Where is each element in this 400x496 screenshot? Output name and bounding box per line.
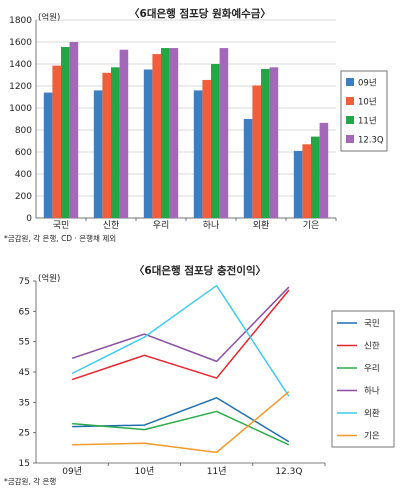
- bar: [269, 67, 279, 218]
- series-line: [72, 397, 290, 443]
- x-tick-label: 10년: [135, 466, 155, 477]
- bar: [202, 79, 211, 218]
- bar: [61, 46, 70, 219]
- bar: [219, 48, 229, 218]
- y-tick-label: 0: [26, 214, 32, 224]
- y-tick-label: 1200: [9, 82, 32, 92]
- y-tick-label: 65: [19, 307, 30, 317]
- x-tick-label: 12.3Q: [275, 467, 302, 477]
- series-line: [71, 286, 290, 363]
- y-tick-label: 1400: [9, 60, 32, 70]
- bar: [111, 67, 120, 218]
- legend-swatch: [346, 135, 354, 143]
- bar: [52, 65, 61, 219]
- bar-chart: 0 200 400 600 800 1000 1200 1400 1600 1800 국민 신한 우리 하…: [9, 16, 388, 231]
- legend-swatch: [346, 97, 354, 105]
- line-legend-box: [331, 310, 395, 448]
- legend-label: 신한: [364, 342, 380, 352]
- bar: [302, 144, 311, 218]
- legend-label: 09년: [358, 78, 377, 89]
- bar: [169, 48, 179, 218]
- legend-label: 국민: [364, 318, 380, 329]
- bar: [252, 85, 261, 218]
- bar: [93, 90, 103, 218]
- series-line: [72, 391, 290, 454]
- bar: [102, 72, 111, 218]
- x-tick-label: 신한: [103, 220, 120, 231]
- bar: [319, 122, 329, 218]
- bar: [311, 136, 320, 218]
- legend-label: 외환: [364, 408, 380, 419]
- x-tick-label: 11년: [207, 466, 227, 477]
- line-chart-title: 〈6대은행 점포당 충전이익〉: [134, 264, 266, 277]
- bar: [211, 64, 220, 218]
- series-line: [71, 289, 290, 381]
- series-line: [72, 410, 290, 446]
- bar-chart-title: 〈6대은행 점포당 원화예수금〉: [129, 7, 271, 20]
- y-tick-label: 55: [19, 338, 30, 348]
- y-tick-label: 75: [19, 277, 30, 287]
- bar-chart-unit: (억원): [38, 12, 60, 23]
- legend-label: 하나: [364, 386, 380, 397]
- y-tick-label: 45: [19, 368, 30, 378]
- y-tick-label: 25: [19, 429, 30, 439]
- bar: [152, 54, 161, 218]
- bar: [43, 92, 53, 218]
- bar: [161, 48, 170, 218]
- bar: [143, 69, 153, 218]
- y-tick-label: 200: [15, 192, 32, 202]
- y-tick-label: 800: [15, 126, 32, 136]
- y-tick-label: 400: [15, 170, 32, 180]
- y-tick-label: 15: [19, 459, 30, 469]
- line-chart-unit: (억원): [38, 273, 60, 284]
- x-tick-label: 외환: [253, 219, 270, 231]
- y-tick-label: 1800: [9, 16, 32, 26]
- legend-swatch: [346, 116, 354, 124]
- y-tick-label: 600: [15, 148, 32, 158]
- bar: [261, 68, 270, 218]
- legend-label: 11년: [358, 116, 377, 127]
- bar: [293, 150, 303, 218]
- legend-label: 12.3Q: [358, 136, 384, 146]
- series-line: [71, 284, 290, 397]
- y-tick-label: 35: [19, 398, 30, 408]
- x-tick-label: 우리: [153, 220, 170, 231]
- y-tick-label: 1000: [9, 104, 32, 114]
- bar: [69, 42, 79, 218]
- x-tick-label: 하나: [203, 220, 220, 231]
- y-tick-label: 1600: [9, 38, 32, 48]
- legend-label: 우리: [364, 364, 380, 374]
- legend-label: 10년: [358, 97, 377, 108]
- bar: [243, 119, 253, 218]
- bar: [193, 90, 203, 218]
- legend-swatch: [346, 78, 354, 86]
- x-tick-label: 국민: [53, 220, 70, 231]
- bar-chart-note: *금감원, 각 은행, CD · 은행채 제외: [4, 233, 116, 243]
- bar: [119, 49, 129, 219]
- line-chart-note: *금감원, 각 은행: [4, 476, 56, 486]
- x-tick-label: 기은: [303, 220, 320, 231]
- x-tick-label: 09년: [62, 466, 82, 477]
- legend-label: 기은: [364, 432, 380, 442]
